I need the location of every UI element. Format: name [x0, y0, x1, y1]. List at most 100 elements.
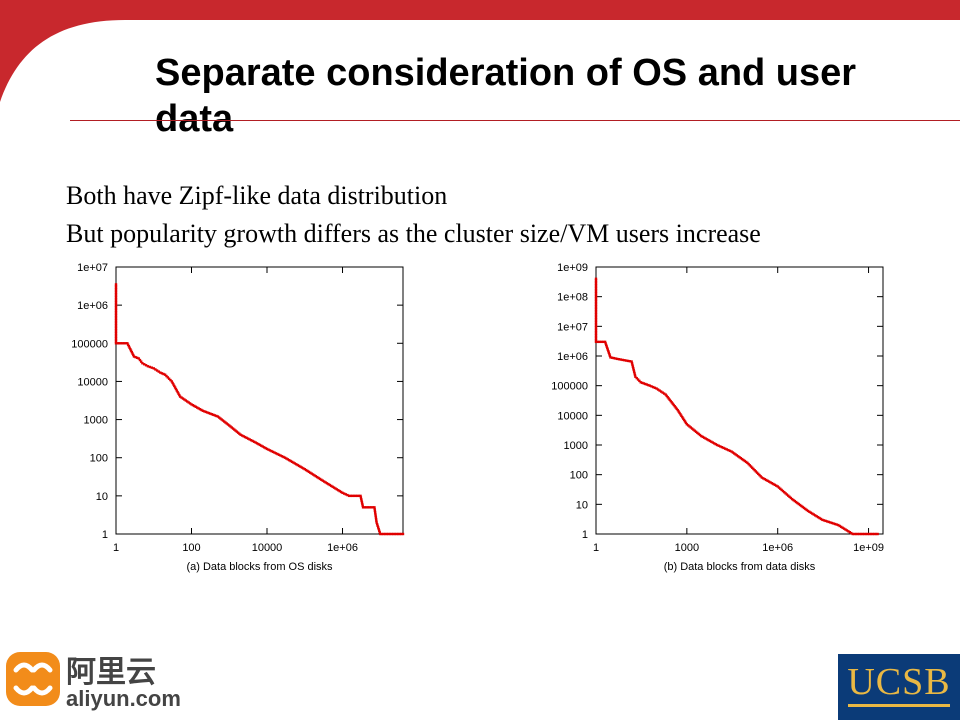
data-point — [698, 433, 702, 437]
data-point — [262, 446, 266, 449]
data-point — [135, 356, 139, 360]
data-point — [757, 472, 760, 476]
data-point — [309, 471, 312, 474]
data-point — [300, 466, 304, 469]
data-point — [114, 342, 118, 345]
y-tick-label: 10 — [576, 499, 588, 511]
data-point — [382, 532, 385, 536]
slide-title: Separate consideration of OS and user da… — [155, 52, 857, 140]
data-point — [830, 521, 834, 525]
data-point — [759, 475, 762, 478]
data-point — [690, 427, 694, 430]
data-point — [330, 484, 333, 488]
data-point — [127, 345, 131, 348]
data-point — [671, 402, 674, 405]
data-point — [114, 297, 118, 301]
data-point — [138, 358, 142, 362]
data-point — [344, 493, 348, 496]
data-point — [325, 482, 329, 485]
data-point — [659, 390, 663, 393]
data-point — [167, 377, 171, 380]
data-point — [594, 277, 598, 281]
data-point — [267, 448, 270, 451]
data-point — [631, 365, 635, 368]
data-point — [228, 424, 231, 427]
data-point — [594, 311, 598, 314]
data-point — [770, 482, 774, 485]
data-point — [677, 410, 680, 413]
data-point — [642, 382, 645, 385]
data-point — [331, 485, 334, 488]
data-series — [594, 277, 879, 536]
data-point — [594, 282, 598, 285]
data-point — [365, 506, 368, 509]
data-point — [360, 501, 364, 504]
data-point — [283, 456, 287, 459]
data-point — [155, 369, 159, 372]
data-point — [752, 467, 755, 471]
data-point — [598, 340, 601, 344]
data-point — [858, 532, 861, 536]
data-point — [114, 340, 118, 343]
data-point — [373, 507, 376, 511]
data-point — [822, 519, 826, 522]
data-point — [181, 397, 185, 400]
data-point — [203, 410, 206, 413]
data-point — [184, 399, 188, 402]
data-point — [334, 487, 337, 490]
data-point — [366, 506, 370, 509]
data-point — [280, 455, 284, 458]
data-point — [131, 352, 134, 355]
data-point — [114, 304, 118, 307]
data-point — [594, 303, 598, 306]
data-point — [177, 392, 180, 395]
data-point — [114, 317, 118, 320]
data-point — [665, 394, 668, 398]
data-point — [390, 532, 393, 536]
data-point — [673, 405, 676, 408]
data-point — [714, 442, 717, 446]
data-point — [290, 460, 294, 464]
data-point — [114, 328, 118, 332]
data-point — [670, 401, 673, 404]
data-point — [114, 284, 118, 288]
data-point — [173, 386, 177, 389]
data-point — [392, 532, 395, 536]
data-point — [804, 507, 807, 511]
data-point — [251, 439, 254, 443]
data-point — [681, 415, 684, 419]
data-point — [645, 383, 649, 386]
x-tick-label: 1000 — [675, 542, 699, 554]
data-point — [121, 342, 124, 345]
data-point — [221, 419, 225, 422]
data-point — [317, 476, 320, 480]
data-point — [594, 308, 598, 311]
data-point — [258, 443, 262, 447]
data-point — [679, 413, 682, 416]
data-point — [341, 491, 344, 495]
data-point — [173, 384, 176, 388]
data-point — [738, 456, 741, 459]
data-point — [321, 479, 324, 482]
data-point — [322, 480, 326, 483]
data-point — [387, 532, 390, 536]
data-point — [357, 494, 361, 498]
x-tick-label: 1e+06 — [327, 542, 358, 554]
data-point — [856, 532, 859, 536]
data-point — [854, 532, 858, 536]
data-point — [276, 452, 279, 456]
data-point — [672, 403, 675, 407]
data-point — [200, 408, 203, 412]
data-point — [615, 357, 619, 361]
y-tick-label: 1e+06 — [557, 351, 588, 363]
data-point — [215, 414, 218, 418]
data-point — [644, 382, 647, 386]
plot-frame — [115, 266, 404, 535]
data-point — [674, 406, 677, 409]
data-point — [379, 532, 382, 536]
data-point — [748, 464, 752, 467]
data-point — [808, 510, 811, 514]
data-point — [594, 279, 598, 282]
data-point — [607, 349, 610, 353]
data-point — [742, 458, 745, 462]
